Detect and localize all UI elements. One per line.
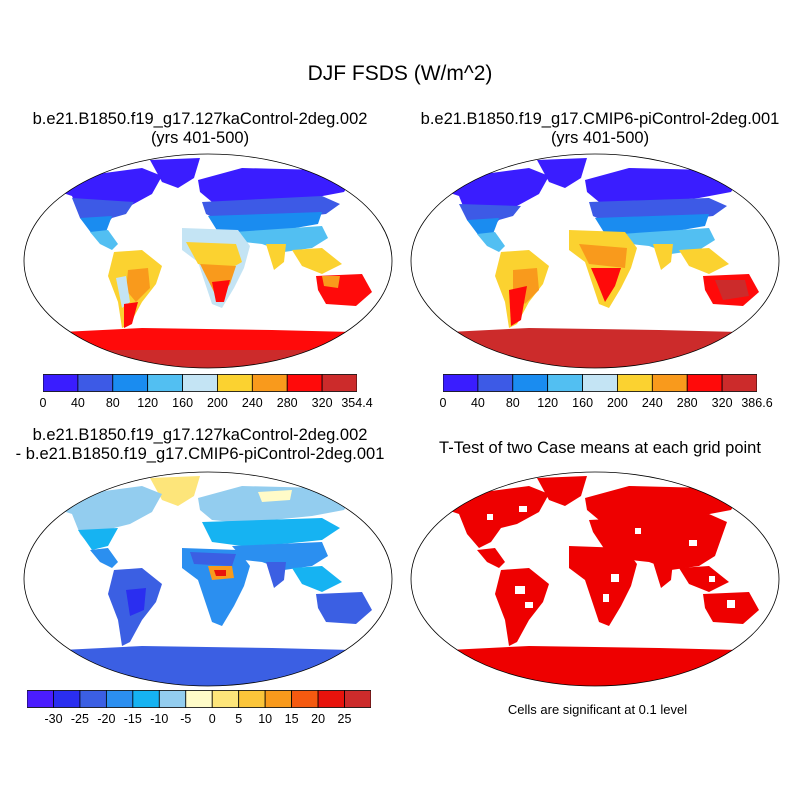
- colorbar-tick-label: 200: [206, 396, 228, 410]
- colorbar-swatch: [251, 374, 288, 392]
- colorbar-tick-label: -10: [150, 712, 169, 726]
- colorbar-swatch: [158, 690, 187, 708]
- colorbar-tick-label: 0: [208, 712, 216, 726]
- panel-title-line1: T-Test of two Case means at each grid po…: [439, 439, 761, 457]
- map-significance: [410, 471, 780, 687]
- map-pi-control: [410, 153, 780, 369]
- colorbar-tick-label: 20: [311, 712, 326, 726]
- map-outline: [410, 471, 780, 687]
- colorbar-swatch: [286, 374, 323, 392]
- land-fill: [24, 476, 392, 686]
- colorbar-tick-label: 80: [105, 396, 120, 410]
- colorbar-swatch: [442, 374, 479, 392]
- colorbar-swatches: [442, 374, 758, 392]
- colorbar-127ka: 0 40 80 120 160 200 240 280 320 354.4: [40, 374, 373, 410]
- panel-title-line2: (yrs 401-500): [150, 129, 250, 147]
- colorbar-swatch: [477, 374, 514, 392]
- panel-title-top-left: b.e21.B1850.f19_g17.127kaControl-2deg.00…: [0, 110, 400, 148]
- map-outline: [410, 153, 780, 369]
- panel-title-line1: b.e21.B1850.f19_g17.127kaControl-2deg.00…: [32, 426, 368, 444]
- colorbar-swatch: [26, 690, 54, 708]
- significance-note: Cells are significant at 0.1 level: [507, 702, 688, 717]
- colorbar-tick-label: 354.4: [341, 396, 373, 410]
- colorbar-swatch: [264, 690, 293, 708]
- colorbar-tick-label: 5: [235, 712, 243, 726]
- colorbar-swatch: [217, 374, 253, 392]
- colorbar-tick-label: 10: [258, 712, 273, 726]
- colorbar-swatch: [344, 690, 372, 708]
- colorbar-tick-label: 280: [676, 396, 698, 410]
- colorbar-tick-label: 120: [537, 396, 559, 410]
- colorbar-swatch: [112, 374, 149, 392]
- colorbar-pi-control: 0 40 80 120 160 200 240 280 320 386.6: [440, 374, 773, 410]
- panel-title-bottom-right: T-Test of two Case means at each grid po…: [400, 439, 800, 458]
- colorbar-swatch: [651, 374, 688, 392]
- colorbar-swatch: [182, 374, 218, 392]
- panel-title-line1: b.e21.B1850.f19_g17.CMIP6-piControl-2deg…: [420, 110, 780, 128]
- colorbar-tick-label: -5: [180, 712, 192, 726]
- colorbar-tick-label: 40: [470, 396, 485, 410]
- panel-title-line2: (yrs 401-500): [550, 129, 650, 147]
- colorbar-swatch: [211, 690, 240, 708]
- map-difference: [23, 471, 393, 687]
- colorbar-swatch: [721, 374, 758, 392]
- colorbar-tick-label: -20: [97, 712, 116, 726]
- colorbar-tick-label: 40: [70, 396, 85, 410]
- colorbar-tick-label: 240: [241, 396, 263, 410]
- colorbar-swatch: [77, 374, 114, 392]
- colorbar-swatch: [321, 374, 358, 392]
- colorbar-tick-label: 25: [337, 712, 352, 726]
- colorbar-swatch: [547, 374, 583, 392]
- colorbar-swatch: [617, 374, 653, 392]
- colorbar-swatch: [185, 690, 213, 708]
- figure-title: DJF FSDS (W/m^2): [307, 62, 493, 85]
- colorbar-tick-label: 320: [311, 396, 333, 410]
- colorbar-tick-label: 15: [284, 712, 299, 726]
- colorbar-swatch: [686, 374, 723, 392]
- map-outline: [23, 471, 393, 687]
- map-outline: [23, 153, 393, 369]
- colorbar-tick-label: 0: [439, 396, 447, 410]
- panel-title-line2: - b.e21.B1850.f19_g17.CMIP6-piControl-2d…: [15, 445, 385, 463]
- colorbar-swatch: [79, 690, 107, 708]
- colorbar-difference: -30 -25 -20 -15 -10 -5 0 5 10 15 20 25: [26, 690, 372, 726]
- land-fill: [411, 158, 779, 368]
- colorbar-swatch: [512, 374, 549, 392]
- colorbar-tick-label: 280: [276, 396, 298, 410]
- panel-title-bottom-left: b.e21.B1850.f19_g17.127kaControl-2deg.00…: [0, 426, 400, 464]
- panel-title-top-right: b.e21.B1850.f19_g17.CMIP6-piControl-2deg…: [400, 110, 800, 148]
- colorbar-tick-label: 386.6: [741, 396, 773, 410]
- panel-title-line1: b.e21.B1850.f19_g17.127kaControl-2deg.00…: [32, 110, 368, 128]
- colorbar-swatch: [147, 374, 183, 392]
- non-significant-cells: [487, 506, 735, 608]
- colorbar-swatch: [238, 690, 266, 708]
- map-127ka-control: [23, 153, 393, 369]
- colorbar-swatch: [105, 690, 134, 708]
- land-fill: [411, 476, 779, 686]
- colorbar-swatch: [582, 374, 618, 392]
- colorbar-swatch: [42, 374, 79, 392]
- colorbar-swatch: [53, 690, 81, 708]
- colorbar-swatches: [26, 690, 372, 708]
- colorbar-tick-label: 200: [606, 396, 628, 410]
- colorbar-tick-label: 120: [137, 396, 159, 410]
- colorbar-swatch: [291, 690, 319, 708]
- colorbar-tick-label: 240: [641, 396, 663, 410]
- colorbar-tick-label: 160: [572, 396, 594, 410]
- colorbar-swatch: [132, 690, 160, 708]
- colorbar-tick-label: -25: [70, 712, 89, 726]
- colorbar-tick-label: -30: [44, 712, 63, 726]
- colorbar-swatches: [42, 374, 358, 392]
- colorbar-tick-label: 80: [505, 396, 520, 410]
- colorbar-tick-label: 0: [39, 396, 47, 410]
- colorbar-tick-label: 320: [711, 396, 733, 410]
- colorbar-tick-label: -15: [123, 712, 142, 726]
- land-fill: [24, 158, 392, 368]
- colorbar-tick-label: 160: [172, 396, 194, 410]
- colorbar-swatch: [317, 690, 345, 708]
